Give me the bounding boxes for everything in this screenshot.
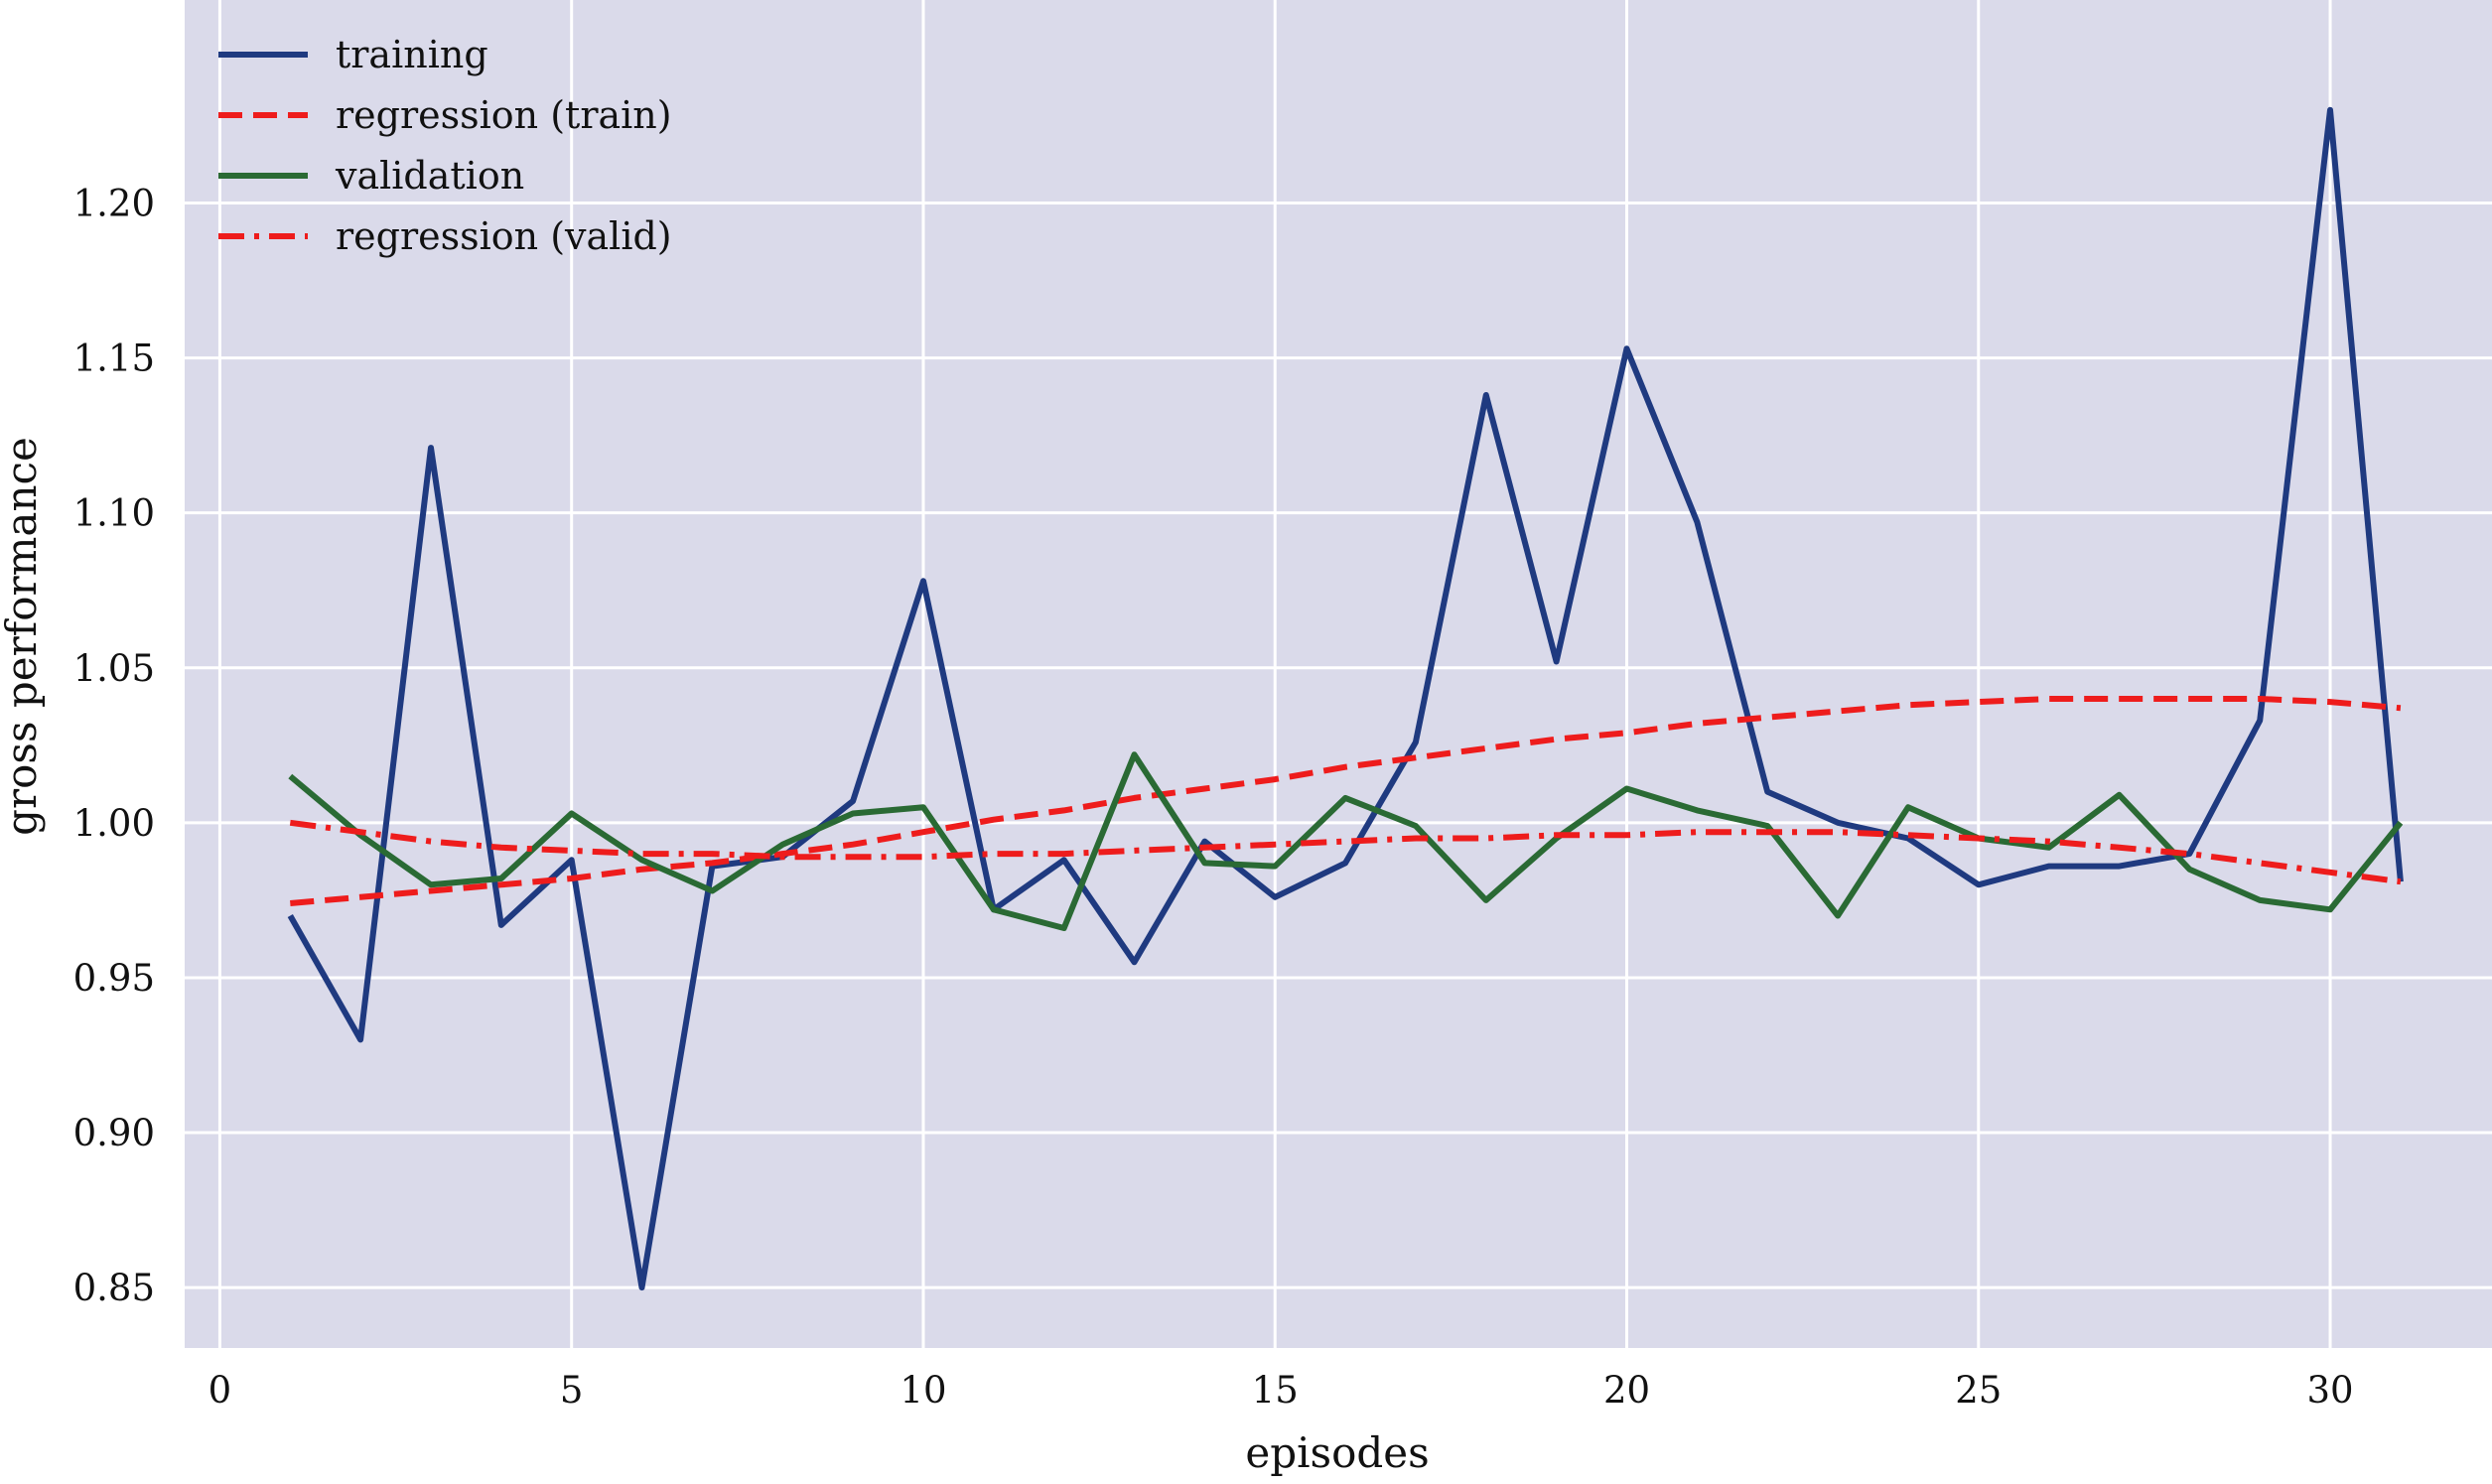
legend-label: regression (train) [336, 93, 672, 137]
legend-label: training [336, 33, 488, 76]
y-tick-label: 1.00 [73, 802, 155, 845]
y-tick-label: 0.85 [73, 1267, 155, 1309]
series-line-training [287, 106, 2404, 1291]
y-tick-label: 1.20 [73, 182, 155, 224]
series-lines [287, 106, 2404, 1291]
x-tick-label: 15 [1252, 1369, 1299, 1412]
x-tick-label: 0 [208, 1369, 232, 1412]
x-tick-label: 5 [560, 1369, 584, 1412]
x-tick-label: 25 [1955, 1369, 2002, 1412]
legend-label: regression (valid) [336, 214, 672, 258]
x-axis-label: episodes [1245, 1428, 1429, 1477]
series-line-validation [288, 751, 2404, 931]
y-axis-label: gross performance [0, 437, 46, 836]
y-tick-label: 0.90 [73, 1112, 155, 1154]
legend: training regression (train) validation regr… [218, 33, 672, 258]
tick-labels: 0 5 10 15 20 25 30 0.85 0.90 0.95 1.00 1.05 1.10 1.15… [73, 182, 2354, 1412]
plot-background [185, 0, 2492, 1348]
x-tick-label: 30 [2306, 1369, 2353, 1412]
x-tick-label: 20 [1603, 1369, 1650, 1412]
legend-label: validation [335, 154, 524, 198]
x-tick-label: 10 [900, 1369, 946, 1412]
y-tick-label: 1.15 [73, 337, 155, 380]
y-tick-label: 1.10 [73, 492, 155, 535]
series-line-regression-valid [289, 819, 2402, 885]
series-line-regression-train [290, 696, 2402, 906]
y-tick-label: 0.95 [73, 957, 155, 1000]
grid-lines [185, 0, 2492, 1348]
y-tick-label: 1.05 [73, 647, 155, 690]
